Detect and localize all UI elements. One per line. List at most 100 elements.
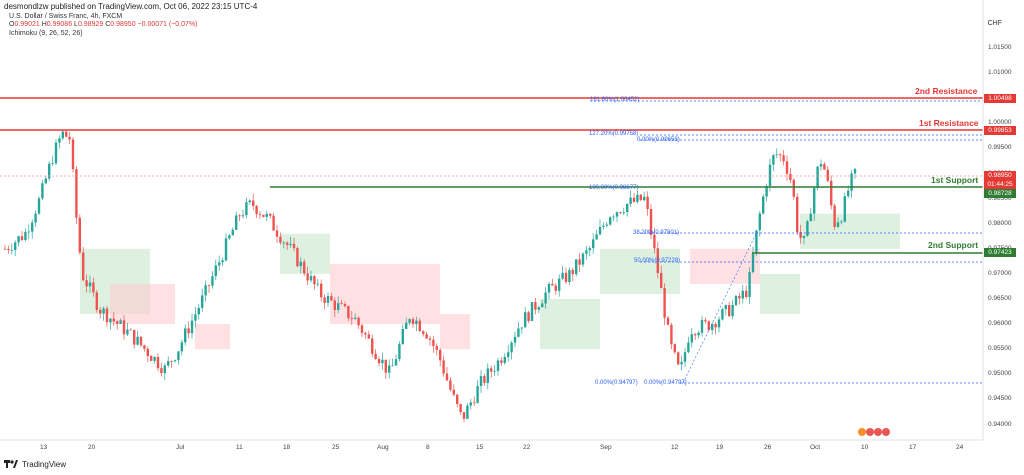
candle-body [432,339,435,347]
candle-body [768,164,772,186]
candle-body [180,342,183,352]
event-flag-icon [866,428,874,436]
candle-body [714,323,717,328]
candle-body [364,333,367,335]
candle-body [245,202,248,216]
candle-body [850,173,853,191]
price-tick: 0.94500 [988,395,1012,403]
candle-body [677,352,680,365]
candle-body [289,243,292,246]
time-tick: 22 [523,444,531,451]
candle-body [82,252,85,281]
candle-body [745,290,748,298]
candle-body [435,346,438,350]
candle-body [44,178,47,184]
candle-body [513,336,517,343]
candle-body [666,317,670,325]
candle-body [517,328,520,337]
candle-body [190,320,194,334]
candle-body [796,196,799,232]
candle-body [588,248,591,251]
candle-body [721,309,724,320]
candle-body [241,215,245,217]
candle-body [439,349,442,361]
fib-label: 0.00%(0.99658) [637,137,680,143]
candle-body [581,253,585,265]
candle-body [350,318,353,320]
candle-body [187,328,190,334]
candle-body [762,196,765,214]
candle-body [258,214,262,215]
candle-body [313,276,316,285]
price-tick: 1.01500 [988,44,1012,51]
cloud-area [110,283,175,325]
candle-body [194,314,197,321]
candle-body [405,322,408,329]
price-tick: 0.95500 [988,345,1012,353]
candle-body [381,359,384,364]
candle-body [401,328,404,345]
candle-body [333,300,336,310]
candle-body [819,164,823,167]
candle-body [673,344,676,353]
candle-body [252,200,255,206]
candle-body [602,225,605,227]
candle-body [680,361,683,365]
resistance2-price-tag: 1.00498 [984,94,1016,103]
candle-body [377,359,381,364]
cloud-area [195,324,230,350]
candle-body [170,361,173,362]
event-flag-icon [858,428,866,436]
price-tick: 0.96000 [988,320,1012,328]
candle-body [741,290,744,299]
current-price-tag: 0.98950 [984,171,1016,180]
candle-body [561,272,564,279]
candle-body [7,248,10,251]
candle-body [265,213,268,217]
candle-body [3,248,7,250]
candle-body [785,161,789,174]
time-tick: 18 [283,444,291,451]
fib-label: 161.80%(1.00452) [590,97,640,103]
candle-body [136,336,139,345]
candle-body [163,365,166,374]
time-tick: 12 [671,444,679,451]
candle-body [806,221,809,236]
candle-body [201,295,204,308]
indicator-label[interactable]: Ichimoku (9, 26, 52, 26) [9,30,83,37]
candle-body [303,261,306,274]
footer[interactable]: TradingView [4,459,66,469]
candle-body [384,359,387,373]
candle-body [575,259,578,275]
candle-body [109,318,112,323]
candle-body [347,306,350,319]
candle-body [622,212,625,213]
time-tick: Sep [600,444,612,451]
candle-body [564,272,568,283]
candle-body [143,345,146,349]
fib-label: 38.20%(0.97801) [633,230,680,236]
candle-body [102,308,105,314]
candle-body [782,155,785,162]
candle-body [337,303,340,310]
candle-body [320,283,323,298]
candle-body [92,282,95,293]
candle-body [323,297,326,303]
candle-body [700,320,704,333]
candle-body [503,356,506,363]
candle-body [418,320,421,332]
price-tick: 0.95000 [988,370,1012,378]
candle-body [27,231,30,233]
candle-body [649,209,653,235]
candle-body [272,215,275,231]
symbol-title[interactable]: U.S. Dollar / Swiss Franc, 4h, FXCM [9,13,123,20]
candle-body [619,212,622,213]
candle-body [813,188,816,214]
candle-body [711,323,714,331]
candle-body [656,248,659,273]
candle-body [612,216,615,218]
candle-body [14,242,17,251]
candle-body [479,376,483,387]
candle-body [173,360,177,362]
